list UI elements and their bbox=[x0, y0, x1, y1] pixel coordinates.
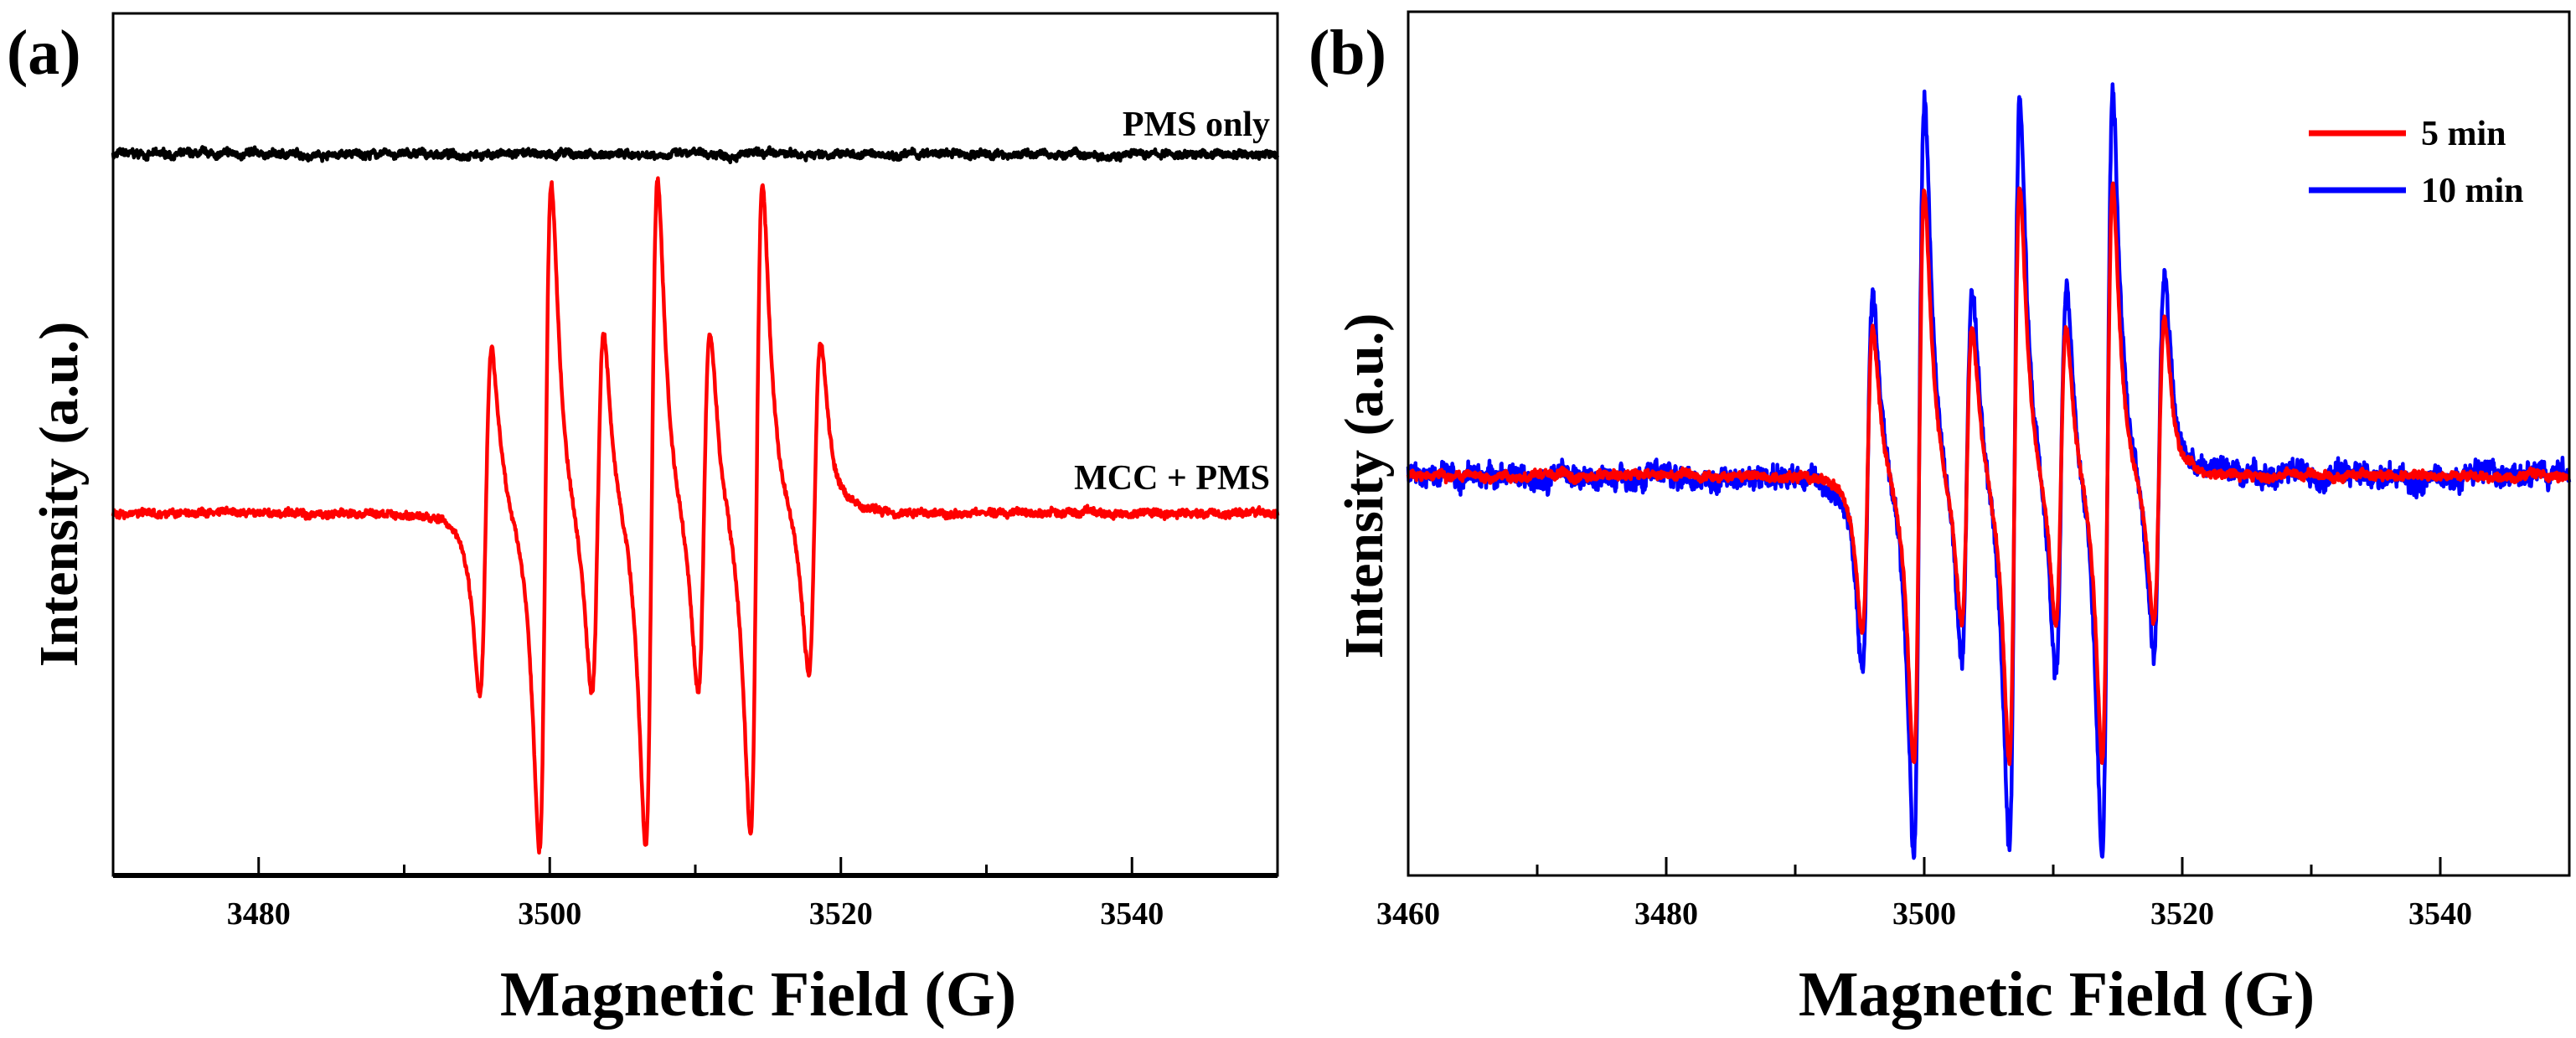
x-tick-label: 3520 bbox=[2150, 896, 2214, 932]
x-axis-label-b: Magnetic Field (G) bbox=[1799, 959, 2315, 1030]
panel-label-a: (a) bbox=[7, 18, 81, 88]
legend-label-10-min: 10 min bbox=[2421, 172, 2524, 210]
x-tick-label: 3540 bbox=[2408, 896, 2472, 932]
plot-frame-b bbox=[1407, 10, 2571, 877]
series-line-pms-only bbox=[111, 145, 1280, 165]
panel-b: (b) Intensity (a.u.) Magnetic Field (G) … bbox=[1309, 10, 2572, 1030]
x-tick-label: 3460 bbox=[1376, 896, 1440, 932]
y-axis-label-b: Intensity (a.u.) bbox=[1334, 313, 1395, 659]
legend: 5 min 10 min bbox=[2309, 115, 2524, 210]
x-tick-label: 3540 bbox=[1100, 896, 1164, 932]
x-axis-label-a: Magnetic Field (G) bbox=[500, 959, 1016, 1030]
series-group-b bbox=[1406, 82, 2572, 860]
series-line-5-min bbox=[1406, 181, 2571, 767]
x-tick-label: 3520 bbox=[809, 896, 873, 932]
panel-label-b: (b) bbox=[1309, 18, 1386, 88]
ticks-b: 3460 3480 3500 3520 3540 bbox=[1376, 857, 2472, 932]
series-line-10-min bbox=[1406, 82, 2572, 860]
x-tick-label: 3480 bbox=[227, 896, 291, 932]
x-tick-label: 3500 bbox=[518, 896, 581, 932]
series-group-a bbox=[111, 145, 1280, 855]
ticks-a: 3480 3500 3520 3540 bbox=[227, 857, 1164, 932]
x-tick-label: 3480 bbox=[1634, 896, 1698, 932]
series-line-mcc-pms bbox=[111, 176, 1280, 855]
panel-a: (a) Intensity (a.u.) Magnetic Field (G) … bbox=[7, 12, 1280, 1030]
plot-frame-a bbox=[111, 12, 1279, 877]
annotation-pms-only: PMS only bbox=[1123, 106, 1270, 144]
x-tick-label: 3500 bbox=[1892, 896, 1956, 932]
legend-label-5-min: 5 min bbox=[2421, 115, 2506, 153]
annotation-mcc-pms: MCC + PMS bbox=[1074, 459, 1270, 498]
y-axis-label-a: Intensity (a.u.) bbox=[28, 322, 90, 668]
